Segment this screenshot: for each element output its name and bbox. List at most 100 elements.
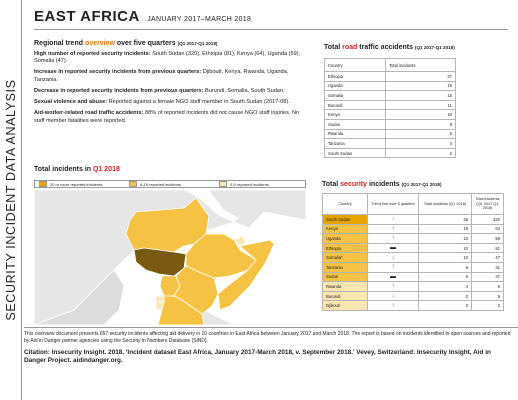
arrow-down-icon: ↓ — [391, 254, 395, 261]
trend-item-label: Sexual violence and abuse: — [34, 99, 108, 106]
country-cell: Rwanda — [324, 128, 386, 140]
arrow-up-icon: ↑ — [391, 235, 395, 242]
trend-cell: ↑ — [367, 281, 419, 292]
period-total-cell: 320 — [471, 214, 504, 225]
trend-item-text: 88% of reported incidents did not cause … — [34, 110, 300, 124]
q1-total-cell: 10 — [418, 252, 472, 263]
red-sea — [184, 190, 239, 222]
map-title: Total incidents in Q1 2018 — [34, 166, 120, 173]
page-title: EAST AFRICA — [34, 8, 140, 25]
table-header-row: Country Total incidents — [324, 58, 456, 72]
east-africa-map — [34, 190, 306, 325]
trend-cell: ↑ — [367, 233, 419, 244]
total-cell: 6 — [385, 128, 456, 140]
column-header: Trend line over 5 quarters — [367, 193, 419, 215]
heading-highlight: overview — [84, 40, 115, 47]
table-row: Tanzania ↑ 9 31 — [322, 261, 504, 273]
legend-swatch — [219, 181, 227, 187]
title-highlight: road — [342, 44, 358, 51]
q1-total-cell: 9 — [418, 261, 472, 273]
trend-cell: ↓ — [367, 252, 419, 263]
arrow-up-icon: ↑ — [391, 264, 395, 271]
legend-swatch — [39, 181, 47, 187]
q1-total-cell: 48 — [418, 214, 472, 225]
trend-item: Sexual violence and abuse: Reported agai… — [34, 99, 302, 107]
table-row: Somalia* ↓ 10 47 — [322, 252, 504, 263]
period-total-cell: 64 — [471, 223, 504, 235]
total-cell: 11 — [385, 99, 456, 111]
period-total-cell: 59 — [471, 233, 504, 244]
sidebar: SECURITY INCIDENT DATA ANALYSIS — [0, 0, 22, 400]
total-cell: 15 — [385, 90, 456, 101]
country-cell: Ethiopia — [322, 242, 368, 254]
table-row: Rwanda 6 — [324, 128, 456, 140]
table-row: Rwanda ↑ 4 6 — [322, 281, 504, 292]
country-cell: Burundi — [324, 99, 386, 111]
period-total-cell: 47 — [471, 252, 504, 263]
title-period: (Q1 2017-Q1 2018) — [414, 45, 455, 50]
trend-item: Aid-worker-related road traffic accident… — [34, 110, 302, 125]
total-cell: 8 — [385, 118, 456, 130]
period-total-cell: 9 — [471, 290, 504, 302]
country-cell: Sudan — [322, 271, 368, 283]
trend-cell: ↑ — [367, 261, 419, 273]
title-text: Total — [322, 181, 339, 188]
q1-total-cell: 4 — [418, 281, 472, 292]
security-incidents-title: Total security incidents (Q1 2017-Q1 201… — [322, 181, 442, 188]
arrow-up-icon: ↑ — [391, 283, 395, 290]
table-row: South Sudan 2 — [324, 147, 456, 159]
period-total-cell: 6 — [471, 281, 504, 292]
legend-label: 6-19 reported incidents — [140, 181, 181, 187]
legend-label: 0-5 reported incidents — [230, 181, 269, 187]
dash-icon: ▬ — [390, 273, 396, 280]
table-row: Uganda ↑ 13 59 — [322, 233, 504, 244]
trend-item-text: South Sudan (320), Ethiopia (81), Kenya … — [34, 50, 301, 65]
period-total-cell: 31 — [471, 261, 504, 273]
table-row: Kenya 10 — [324, 109, 456, 120]
column-header: Total incidents (Q1 2018) — [418, 193, 472, 215]
title-text: incidents — [368, 181, 400, 188]
road-accidents-title: Total road traffic accidents (Q1 2017-Q1… — [324, 44, 455, 51]
footer-divider — [24, 327, 518, 328]
header-divider — [34, 29, 508, 30]
title-text: traffic accidents — [359, 44, 413, 51]
table-row: Kenya ↑ 18 64 — [322, 223, 504, 235]
total-cell: 2 — [385, 147, 456, 159]
country-cell: Kenya — [322, 223, 368, 235]
trend-item-text: Djibouti, Kenya, Rwanda, Uganda, Tanzani… — [34, 69, 289, 83]
heading-text: Regional trend — [34, 40, 84, 47]
country-cell: Uganda — [322, 233, 368, 244]
q1-total-cell: 0 — [418, 290, 472, 302]
trend-cell: ↓ — [367, 214, 419, 225]
q1-total-cell: 18 — [418, 223, 472, 235]
legend-item: 0-5 reported incidents — [219, 181, 305, 187]
trend-item: Decrease in reported security incidents … — [34, 88, 302, 96]
column-header: Total incidents (Q1 2017-Q1 2018) — [471, 193, 504, 215]
title-highlight: security — [340, 181, 368, 188]
security-incidents-table: Country Trend line over 5 quarters Total… — [322, 193, 504, 311]
trend-item: Increase in reported security incidents … — [34, 69, 302, 84]
table-row: Ethiopia ▬ 10 81 — [322, 242, 504, 254]
table-row: Sudan 8 — [324, 118, 456, 130]
title-text: Total — [324, 44, 341, 51]
arrow-down-icon: ↓ — [391, 216, 395, 223]
table-row: Burundi 11 — [324, 99, 456, 111]
page-subtitle: JANUARY 2017–MARCH 2018 — [147, 16, 252, 23]
trend-item-text: Reported against a female NGO staff memb… — [107, 99, 290, 106]
heading-period: (Q1 2017-Q1 2018) — [177, 41, 218, 46]
total-cell: 19 — [385, 80, 456, 92]
legend-swatch — [129, 181, 137, 187]
country-cell: Tanzania — [324, 138, 386, 149]
total-cell: 4 — [385, 138, 456, 149]
period-total-cell: 37 — [471, 271, 504, 283]
map-region-somalia — [217, 239, 275, 311]
country-cell: Somalia* — [322, 252, 368, 263]
country-cell: Burundi — [322, 290, 368, 302]
arrow-up-icon: ↑ — [391, 225, 395, 232]
regional-trend-heading: Regional trend overview over five quarte… — [34, 40, 302, 48]
page-header: EAST AFRICA JANUARY 2017–MARCH 2018 — [34, 8, 508, 26]
trend-item-label: Increase in reported security incidents … — [34, 69, 202, 76]
country-cell: Tanzania — [322, 261, 368, 273]
neighbouring-land — [34, 269, 125, 325]
country-cell: South Sudan — [322, 214, 368, 225]
